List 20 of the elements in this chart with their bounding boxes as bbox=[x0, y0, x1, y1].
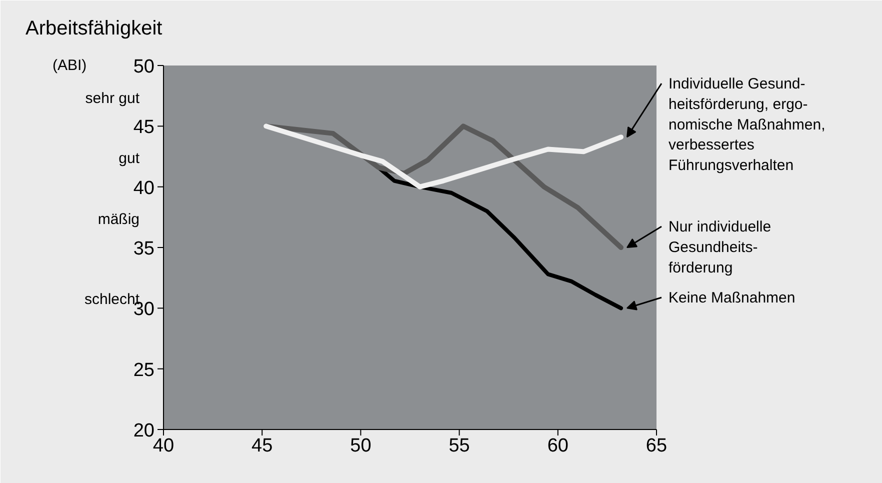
chart-title: Arbeitsfähigkeit bbox=[26, 18, 163, 40]
text: Nur individuelle Gesundheits- förderung bbox=[668, 218, 772, 276]
y-tick-label: 45 bbox=[133, 117, 155, 138]
y-axis-title: (ABI) bbox=[52, 57, 87, 74]
x-tick-label: 40 bbox=[152, 436, 174, 456]
x-tick-label: 65 bbox=[646, 436, 668, 456]
text: Individuelle Gesund- heitsförderung, ergo- nomische Maßnahmen, verbessertes Führungsverhalten bbox=[668, 76, 826, 174]
y-tick-label: 35 bbox=[133, 238, 155, 260]
x-tick-label: 60 bbox=[547, 436, 568, 456]
y-tick-label: 40 bbox=[133, 178, 155, 199]
text: sehr gut bbox=[85, 90, 140, 107]
text: mäßig bbox=[98, 211, 140, 228]
text: Keine Maßnahmen bbox=[668, 290, 796, 306]
x-tick-label: 50 bbox=[350, 436, 372, 456]
y-tick-label: 25 bbox=[133, 360, 155, 381]
y-tick-label: 20 bbox=[133, 420, 155, 442]
text: gut bbox=[118, 150, 140, 167]
x-tick-label: 45 bbox=[252, 436, 273, 456]
x-tick-label: 55 bbox=[448, 436, 470, 456]
y-tick-label: 50 bbox=[133, 56, 155, 78]
